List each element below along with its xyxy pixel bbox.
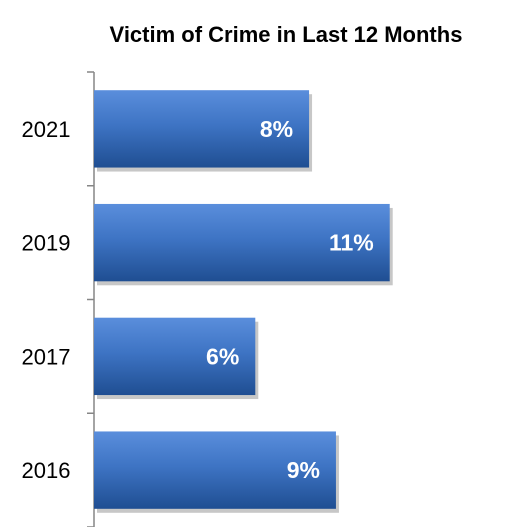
category-label-2017: 2017 [22,344,71,369]
data-label-2016: 9% [287,457,320,483]
chart-title: Victim of Crime in Last 12 Months [110,22,463,47]
bar-2017 [94,317,256,396]
category-label-2016: 2016 [22,458,71,483]
category-label-2021: 2021 [22,117,71,142]
data-label-2019: 11% [329,230,374,256]
bar-2021 [94,90,310,168]
bar-2019 [94,203,390,282]
data-label-2017: 6% [206,343,239,369]
category-label-2019: 2019 [22,231,71,256]
data-label-2021: 8% [260,116,293,142]
bar-2016 [94,431,336,509]
